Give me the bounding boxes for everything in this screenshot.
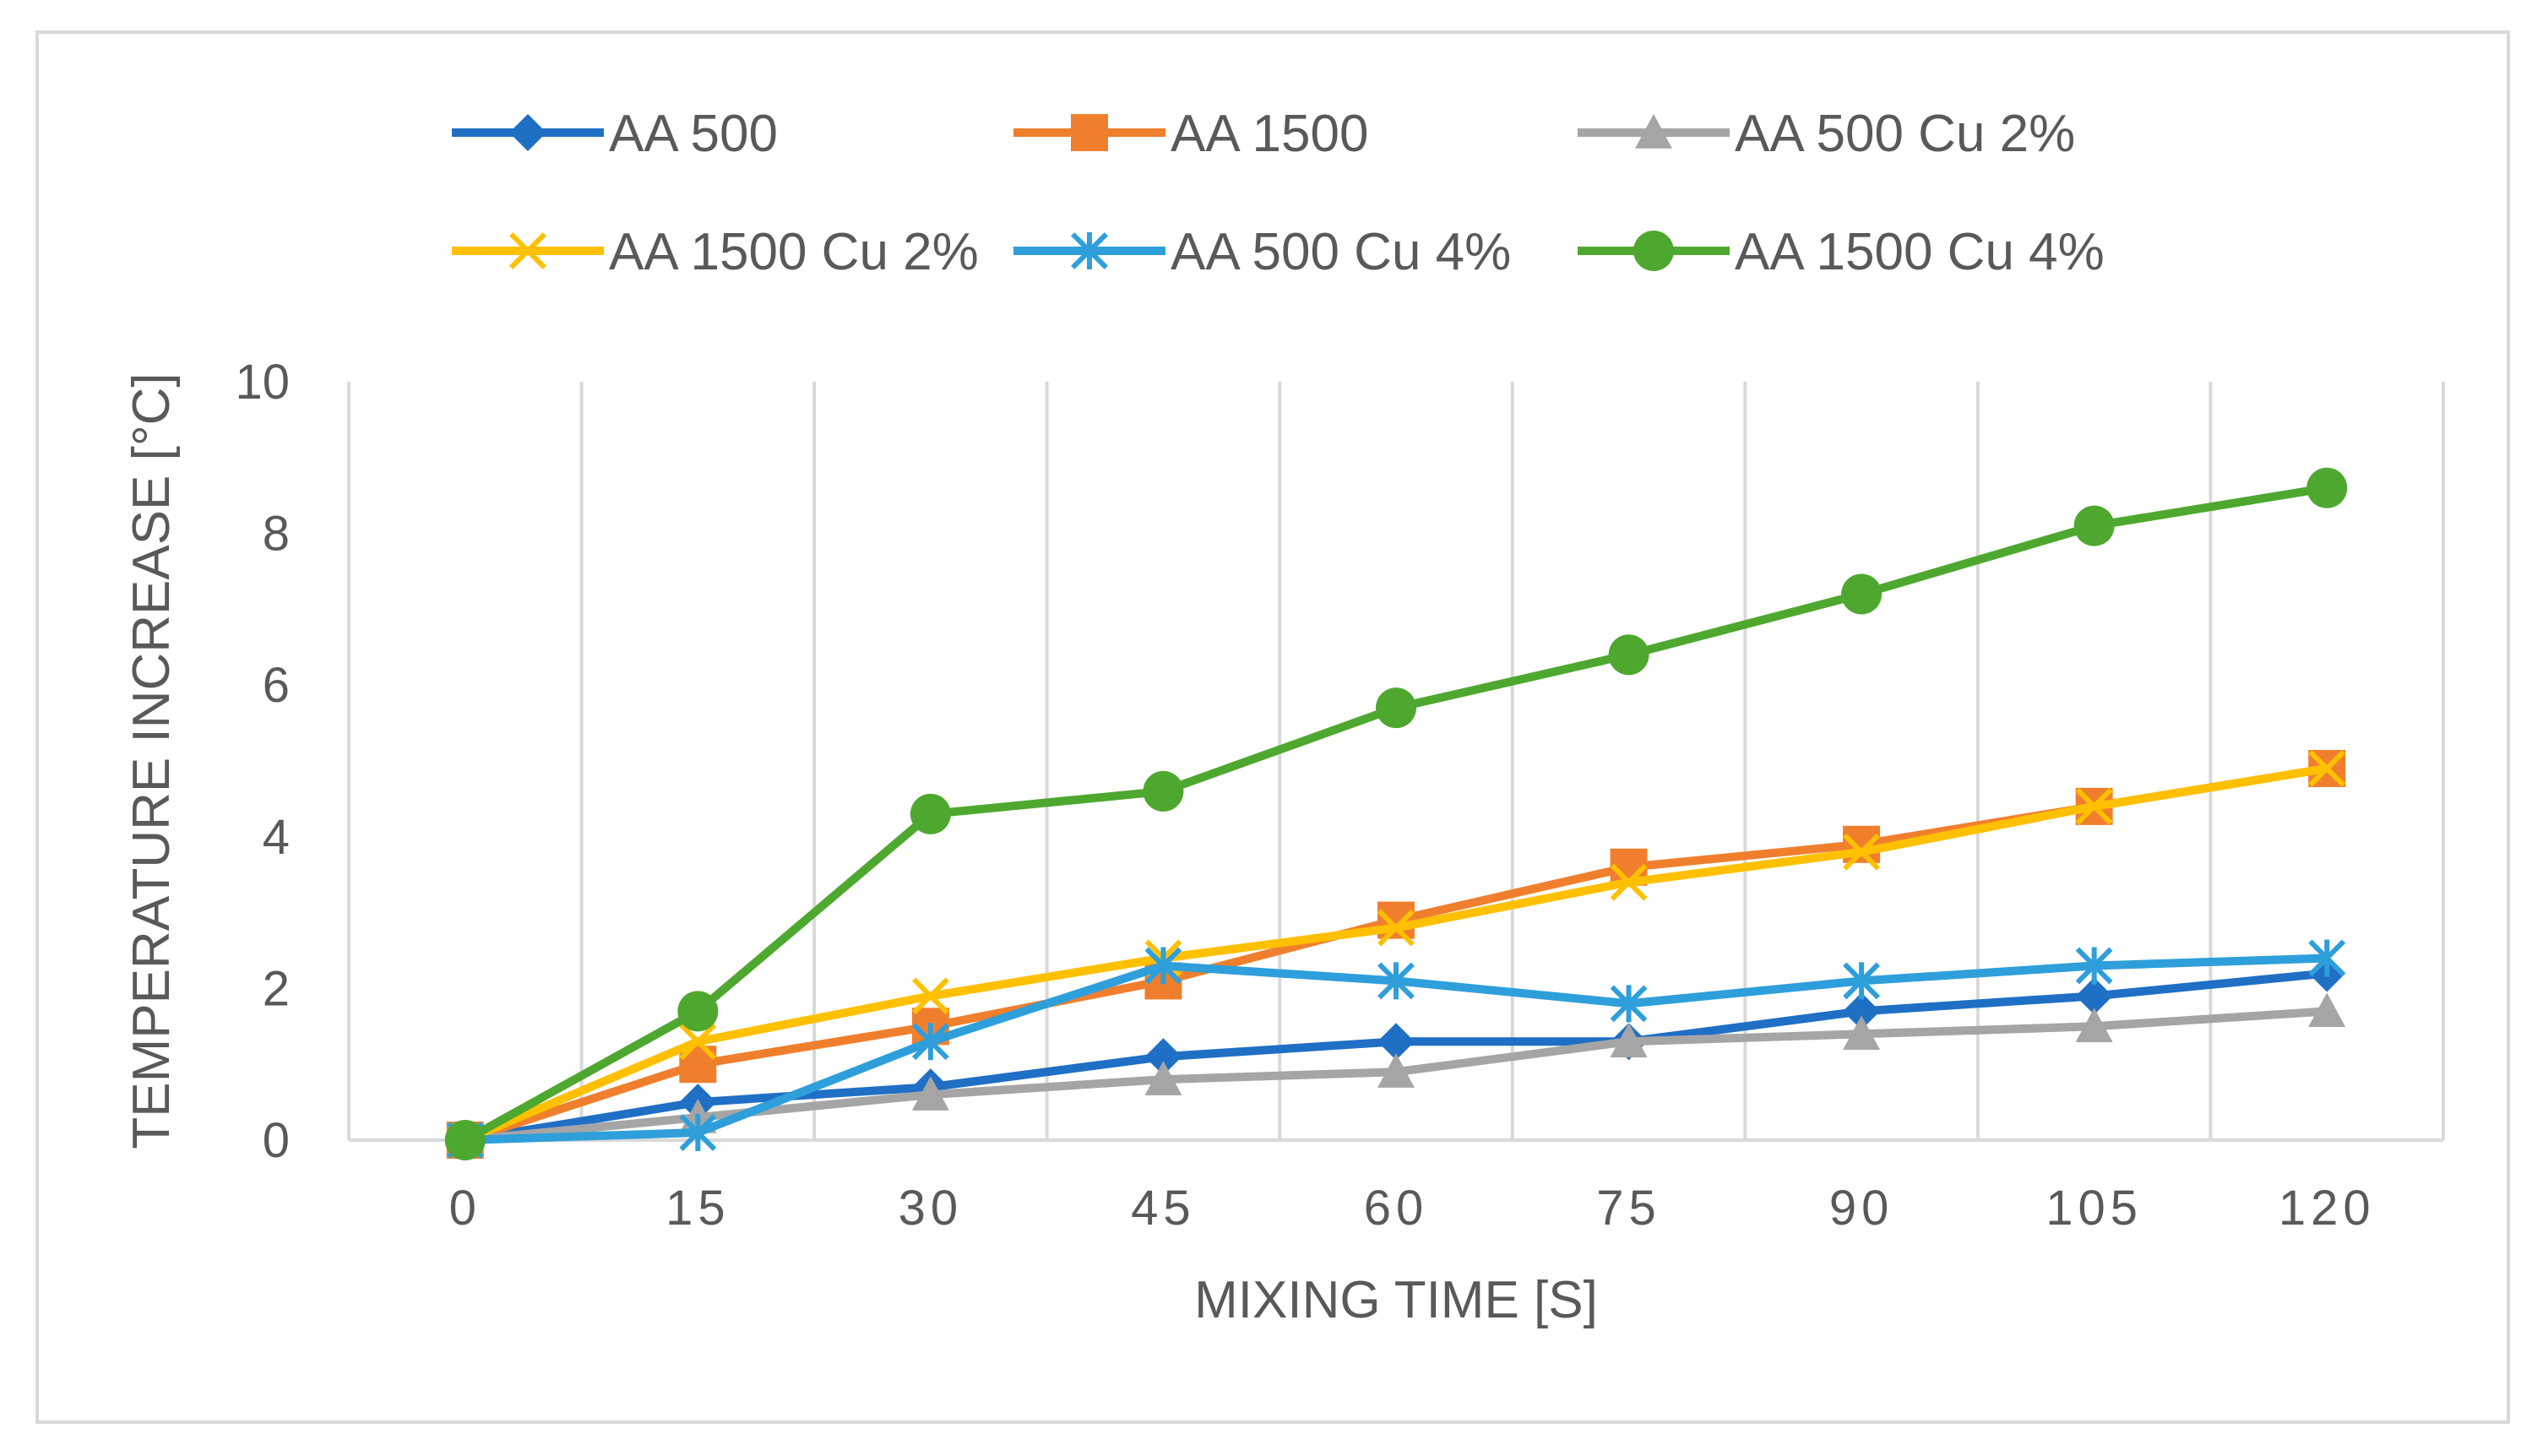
legend-item: AA 500 Cu 4% [1013,223,1511,281]
data-point [1377,909,1415,947]
data-point [1610,985,1648,1023]
legend-marker [1071,114,1108,151]
data-point [1377,962,1415,1000]
legend-label: AA 1500 Cu 2% [609,223,979,281]
data-point [2075,977,2113,1015]
data-point [1376,687,1416,729]
data-point [911,977,949,1015]
data-point [911,1023,949,1061]
y-tick-label: 10 [235,355,290,410]
x-tick-label: 15 [666,1181,731,1236]
data-point [679,1114,717,1152]
data-point [910,793,951,834]
data-point [1843,1015,1881,1050]
data-point [1610,863,1648,901]
x-tick-label: 90 [1829,1181,1894,1236]
series-aa-500-cu-2- [446,992,2346,1156]
legend-label: AA 500 Cu 2% [1735,105,2075,163]
x-tick-label: 105 [2045,1181,2143,1236]
data-point [1144,1061,1182,1095]
legend-label: AA 500 Cu 4% [1171,223,1511,281]
data-point [1843,833,1881,871]
y-tick-label: 6 [263,658,290,713]
data-point [2073,505,2115,546]
data-point [911,1076,949,1111]
x-tick-label: 30 [899,1181,964,1236]
series-aa-500-cu-4- [446,939,2346,1159]
data-point [1608,634,1649,676]
legend-item: AA 1500 [1013,105,1368,163]
legend-item: AA 500 [452,105,778,163]
y-tick-label: 2 [263,961,290,1016]
legend-item: AA 1500 Cu 4% [1578,223,2105,281]
x-tick-label: 75 [1596,1181,1661,1236]
data-point [2075,947,2113,985]
data-point [2075,1008,2113,1042]
series-aa-1500-cu-4- [444,467,2348,1160]
data-point [2308,750,2346,787]
data-point [1144,947,1182,985]
data-point [444,1120,486,1160]
data-point [1843,992,1881,1030]
data-point [2075,787,2113,825]
data-point [677,991,719,1032]
legend-label: AA 1500 [1171,105,1368,163]
data-point [1144,1038,1182,1076]
legend-marker [1635,114,1672,149]
data-point [2308,992,2346,1028]
x-tick-label: 60 [1364,1181,1429,1236]
series-aa-1500-cu-2- [446,750,2346,1159]
legend-item: AA 1500 Cu 2% [452,223,979,281]
legend: AA 500 AA 1500 AA 500 Cu 2% AA 1500 Cu 2% AA… [452,105,2105,281]
x-tick-label: 45 [1131,1181,1196,1236]
x-axis-title: MIXING TIME [S] [1194,1271,1598,1329]
axes: 0 15 30 45 60 75 90 105 120 0 2 4 6 8 10 [235,355,2443,1236]
x-tick-label: 0 [449,1181,481,1236]
data-point [1377,1023,1415,1061]
data-point [1377,1053,1415,1088]
chart-frame [35,30,2510,1424]
y-tick-label: 4 [263,810,290,865]
legend-label: AA 1500 Cu 4% [1735,223,2105,281]
legend-marker [509,114,546,151]
data-point [1841,573,1882,615]
data-point [2306,467,2348,508]
legend-item: AA 500 Cu 2% [1578,105,2075,163]
series-layer [444,467,2348,1160]
y-axis-title: TEMPERATURE INCREASE [°C] [122,372,181,1149]
legend-label: AA 500 [609,105,778,163]
legend-marker [1071,232,1108,269]
data-point [679,1023,717,1061]
data-point [2308,939,2346,977]
x-tick-label: 120 [2279,1181,2376,1236]
data-point [1143,770,1184,812]
data-point [1843,962,1881,1000]
y-tick-label: 0 [263,1113,290,1168]
data-point [1610,1023,1648,1057]
y-tick-label: 8 [263,507,290,562]
legend-marker [1633,231,1674,271]
legend-marker [509,232,546,269]
